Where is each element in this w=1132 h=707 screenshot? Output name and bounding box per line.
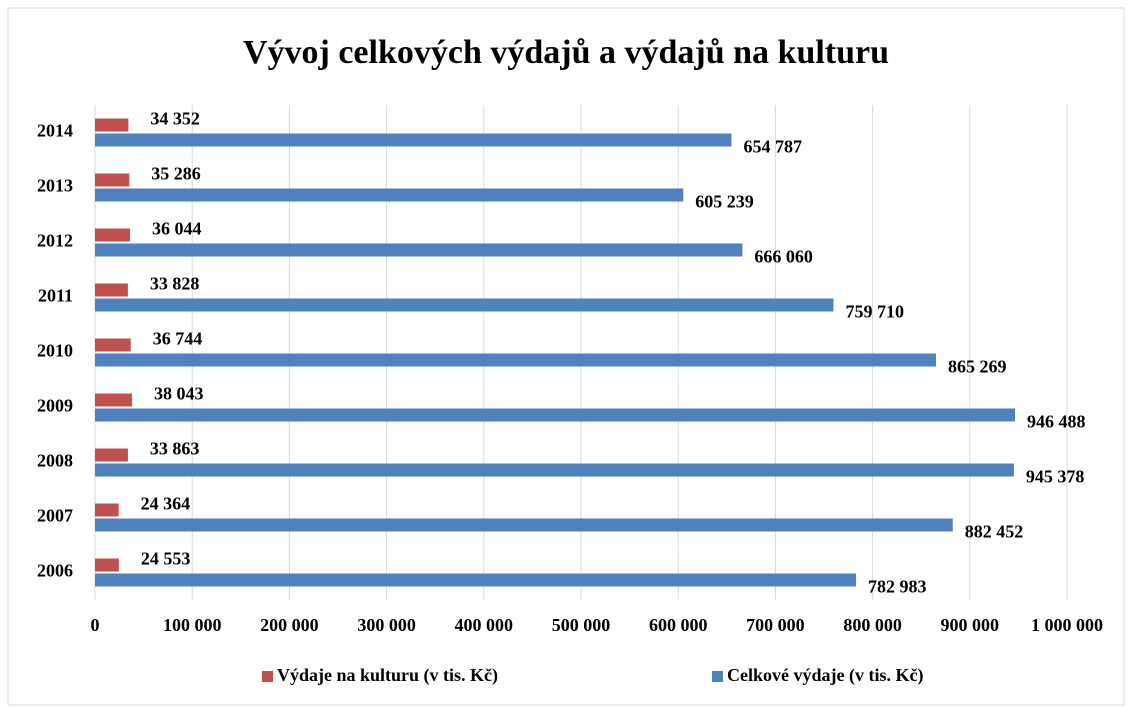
legend-swatch xyxy=(712,671,723,682)
data-label: 24 553 xyxy=(141,549,191,569)
bar xyxy=(95,298,834,312)
bar xyxy=(95,558,119,572)
x-tick-label: 100 000 xyxy=(163,615,222,635)
x-tick-label: 600 000 xyxy=(649,615,708,635)
y-tick-label: 2007 xyxy=(37,506,73,526)
data-label: 34 352 xyxy=(150,109,200,129)
y-tick-label: 2010 xyxy=(37,341,73,361)
bar xyxy=(95,283,128,297)
x-tick-label: 700 000 xyxy=(746,615,805,635)
data-label: 882 452 xyxy=(965,522,1024,542)
legend-label: Celkové výdaje (v tis. Kč) xyxy=(727,665,923,686)
x-tick-label: 300 000 xyxy=(357,615,416,635)
bar xyxy=(95,518,953,532)
bar xyxy=(95,338,131,352)
x-tick-label: 0 xyxy=(91,615,100,635)
bar xyxy=(95,173,130,187)
x-tick-label: 800 000 xyxy=(843,615,902,635)
data-label: 605 239 xyxy=(695,192,754,212)
data-label: 666 060 xyxy=(754,247,813,267)
data-label: 33 828 xyxy=(150,274,200,294)
data-label: 36 044 xyxy=(152,219,202,239)
bar xyxy=(95,463,1014,477)
data-label: 865 269 xyxy=(948,357,1007,377)
data-label: 24 364 xyxy=(141,494,191,514)
data-label: 759 710 xyxy=(845,302,904,322)
data-label: 946 488 xyxy=(1027,412,1086,432)
x-tick-label: 1 000 000 xyxy=(1031,615,1103,635)
data-label: 36 744 xyxy=(153,329,203,349)
chart-title: Vývoj celkových výdajů a výdajů na kultu… xyxy=(243,34,889,71)
y-tick-label: 2011 xyxy=(38,286,73,306)
data-label: 654 787 xyxy=(743,137,802,157)
y-tick-label: 2012 xyxy=(37,231,73,251)
bar xyxy=(95,133,732,147)
legend-swatch xyxy=(262,671,273,682)
y-tick-label: 2014 xyxy=(37,121,73,141)
data-label: 33 863 xyxy=(150,439,200,459)
y-tick-label: 2013 xyxy=(37,176,73,196)
bar xyxy=(95,243,743,257)
data-label: 945 378 xyxy=(1026,467,1085,487)
x-tick-label: 400 000 xyxy=(455,615,514,635)
data-label: 782 983 xyxy=(868,577,927,597)
x-tick-label: 500 000 xyxy=(552,615,611,635)
bar xyxy=(95,573,857,587)
bar xyxy=(95,393,132,407)
y-tick-label: 2006 xyxy=(37,561,73,581)
x-tick-label: 200 000 xyxy=(260,615,319,635)
bar xyxy=(95,503,119,517)
bar xyxy=(95,353,937,367)
data-label: 38 043 xyxy=(154,384,204,404)
y-tick-label: 2009 xyxy=(37,396,73,416)
bar xyxy=(95,188,684,202)
bar xyxy=(95,408,1015,422)
data-label: 35 286 xyxy=(151,164,201,184)
legend-label: Výdaje na kulturu (v tis. Kč) xyxy=(277,665,498,686)
bar xyxy=(95,448,128,462)
bar xyxy=(95,118,129,132)
bar xyxy=(95,228,131,242)
y-tick-label: 2008 xyxy=(37,451,73,471)
x-tick-label: 900 000 xyxy=(941,615,1000,635)
